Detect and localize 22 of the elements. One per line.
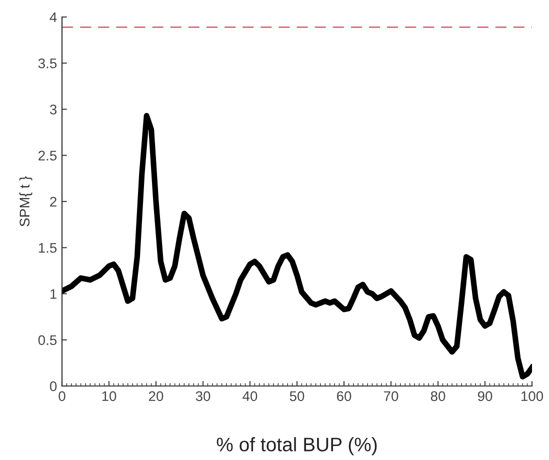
x-axis-title: % of total BUP (%) <box>216 437 377 456</box>
x-tick-label: 50 <box>290 391 304 402</box>
y-tick-label: 1.5 <box>38 243 57 253</box>
x-tick-label: 40 <box>242 391 258 402</box>
x-tick-label: 30 <box>196 391 210 402</box>
y-tick-label: 3 <box>50 104 57 114</box>
x-tick-label: 90 <box>478 391 492 402</box>
y-axis-title: SPM{ t } <box>19 176 32 226</box>
y-tick-label: 2 <box>50 196 56 207</box>
y-tick-label: 0 <box>50 381 57 392</box>
y-tick-label: 1 <box>50 289 56 299</box>
y-tick-label: 4 <box>50 12 57 22</box>
y-tick-label: 2.5 <box>38 150 57 161</box>
x-tick-label: 70 <box>384 391 398 402</box>
x-tick-label: 80 <box>430 391 446 402</box>
x-tick-label: 0 <box>58 391 66 402</box>
y-tick-label: 0.5 <box>38 335 57 346</box>
x-tick-label: 60 <box>336 391 352 402</box>
y-tick-label: 3.5 <box>38 58 57 68</box>
x-tick-label: 10 <box>102 391 116 402</box>
x-tick-label: 20 <box>148 391 164 402</box>
x-tick-label: 100 <box>521 391 544 402</box>
